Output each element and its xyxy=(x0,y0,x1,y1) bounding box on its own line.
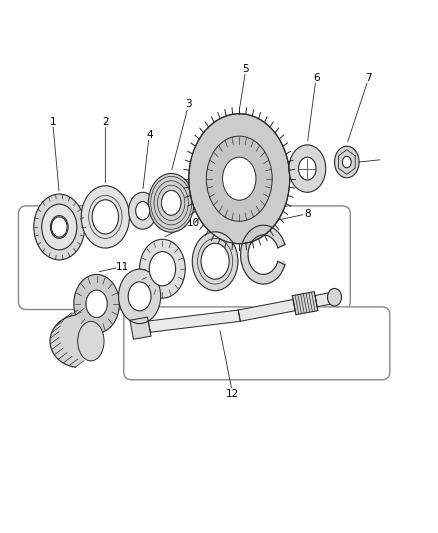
Ellipse shape xyxy=(161,191,180,215)
Ellipse shape xyxy=(51,217,67,237)
Ellipse shape xyxy=(50,215,68,238)
Ellipse shape xyxy=(128,282,151,311)
Ellipse shape xyxy=(81,185,129,248)
Ellipse shape xyxy=(192,232,237,290)
Text: 6: 6 xyxy=(312,72,319,83)
Polygon shape xyxy=(292,292,317,314)
Ellipse shape xyxy=(139,239,185,298)
Text: 4: 4 xyxy=(145,130,152,140)
Ellipse shape xyxy=(92,200,118,234)
Ellipse shape xyxy=(222,157,255,200)
Polygon shape xyxy=(240,225,284,284)
Ellipse shape xyxy=(50,215,68,238)
Polygon shape xyxy=(314,292,334,307)
Text: 8: 8 xyxy=(303,209,310,219)
Ellipse shape xyxy=(128,192,156,229)
Ellipse shape xyxy=(161,191,180,215)
Ellipse shape xyxy=(188,114,289,244)
Ellipse shape xyxy=(86,290,107,318)
Ellipse shape xyxy=(78,321,104,361)
Text: 2: 2 xyxy=(102,117,109,127)
Text: 7: 7 xyxy=(364,72,371,83)
Ellipse shape xyxy=(298,157,315,180)
Ellipse shape xyxy=(74,274,119,333)
Polygon shape xyxy=(148,310,240,332)
Ellipse shape xyxy=(201,243,229,279)
Text: 11: 11 xyxy=(116,262,129,271)
Polygon shape xyxy=(50,315,93,367)
Ellipse shape xyxy=(149,252,175,286)
Ellipse shape xyxy=(334,146,358,178)
Ellipse shape xyxy=(342,156,350,168)
Text: 12: 12 xyxy=(226,389,239,399)
Ellipse shape xyxy=(118,269,160,324)
Text: 5: 5 xyxy=(242,64,249,74)
Ellipse shape xyxy=(42,204,77,250)
Polygon shape xyxy=(238,300,294,321)
Ellipse shape xyxy=(148,173,194,232)
Ellipse shape xyxy=(206,136,272,221)
Text: 3: 3 xyxy=(185,99,192,109)
Ellipse shape xyxy=(135,201,149,220)
Polygon shape xyxy=(130,317,151,339)
Ellipse shape xyxy=(86,290,107,318)
FancyBboxPatch shape xyxy=(124,307,389,379)
Ellipse shape xyxy=(288,145,325,192)
Ellipse shape xyxy=(327,288,341,306)
Text: 9: 9 xyxy=(251,217,258,228)
FancyBboxPatch shape xyxy=(18,206,350,310)
Text: 10: 10 xyxy=(186,217,199,228)
Ellipse shape xyxy=(34,194,85,260)
Text: 1: 1 xyxy=(49,117,56,127)
